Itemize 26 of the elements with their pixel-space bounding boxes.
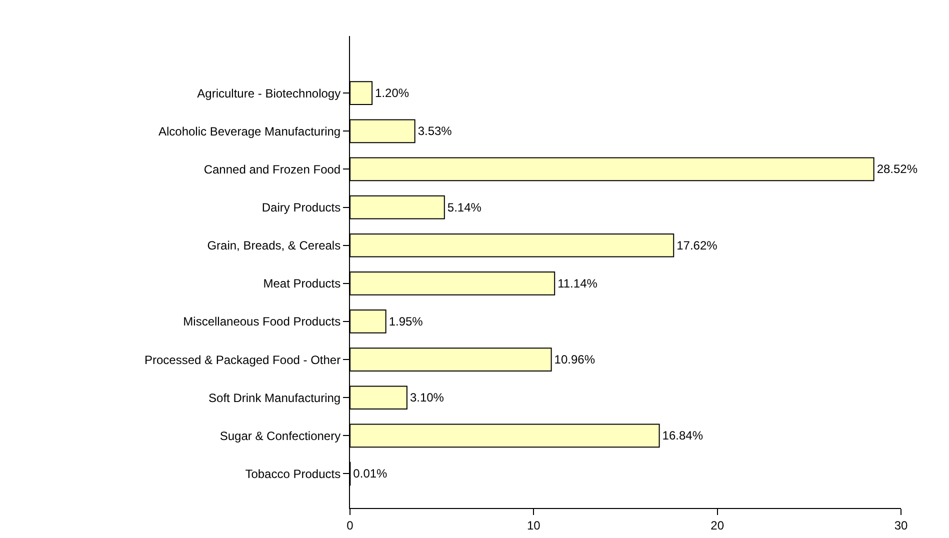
- data-label: 10.96%: [554, 352, 596, 367]
- data-label: 17.62%: [676, 238, 718, 252]
- y-tick-label: Agriculture - Biotechnology: [197, 86, 341, 100]
- data-label: 1.20%: [375, 86, 410, 100]
- y-tick-label: Miscellaneous Food Products: [183, 314, 341, 329]
- data-label: 3.53%: [418, 124, 452, 138]
- data-label: 5.14%: [447, 200, 482, 214]
- y-tick-label: Tobacco Products: [245, 466, 341, 481]
- data-label: 3.10%: [410, 390, 444, 405]
- x-tick-label: 30: [894, 518, 908, 532]
- x-tick-label: 10: [526, 518, 541, 532]
- y-tick-label: Sugar & Confectionery: [220, 428, 341, 443]
- y-tick-label: Dairy Products: [262, 200, 341, 214]
- y-tick-label: Grain, Breads, & Cereals: [207, 238, 341, 253]
- y-tick-label: Meat Products: [263, 276, 341, 291]
- y-tick-label: Canned and Frozen Food: [204, 162, 341, 176]
- y-tick-label: Alcoholic Beverage Manufacturing: [158, 124, 341, 138]
- x-tick-label: 0: [346, 518, 354, 532]
- data-label: 0.01%: [353, 466, 388, 481]
- y-tick-label: Processed & Packaged Food - Other: [144, 352, 341, 367]
- y-tick-label: Soft Drink Manufacturing: [208, 390, 341, 405]
- x-tick-label: 20: [710, 518, 724, 532]
- data-label: 11.14%: [558, 276, 598, 290]
- data-label: 28.52%: [876, 162, 918, 176]
- data-label: 16.84%: [662, 428, 704, 443]
- data-label: 1.95%: [388, 314, 424, 328]
